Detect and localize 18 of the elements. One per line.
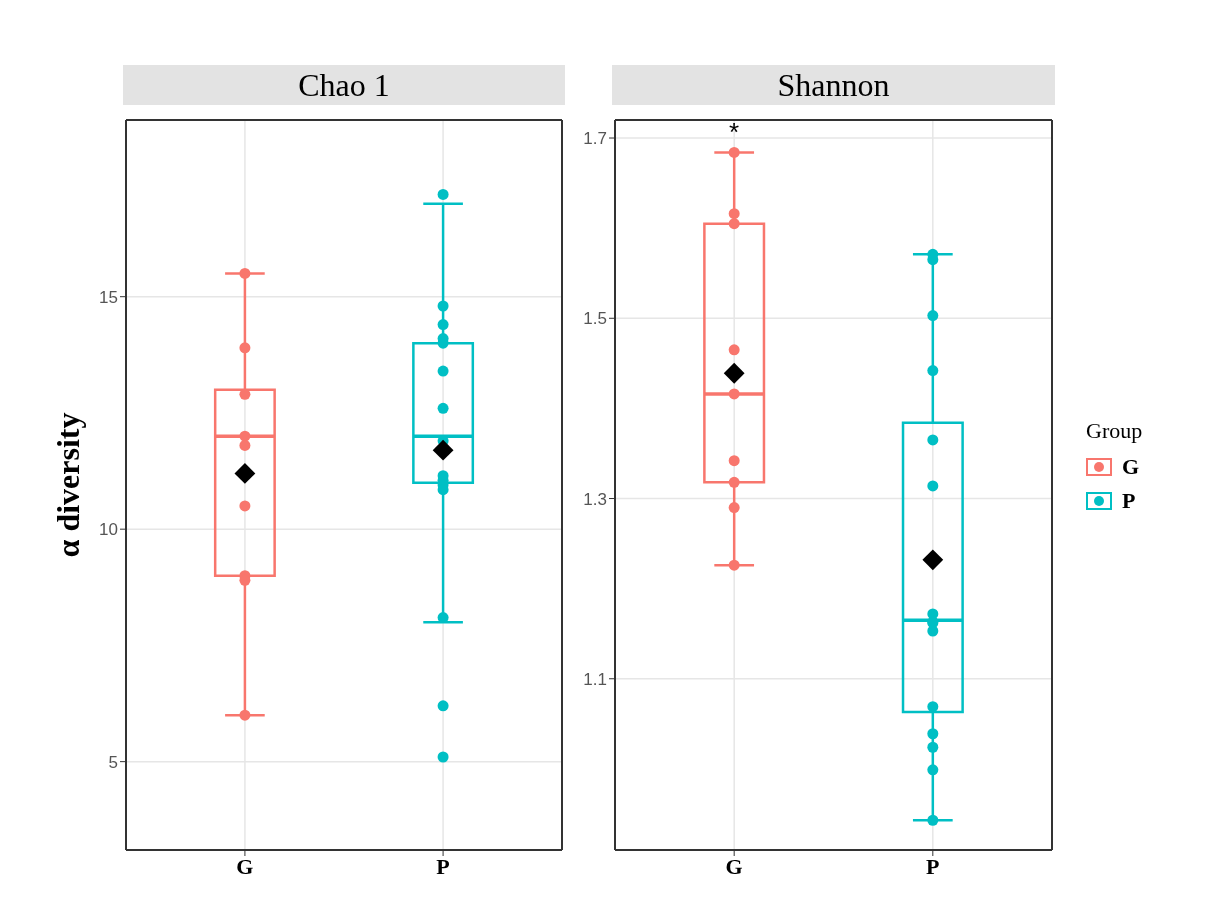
y-tick-label: 1.7 [583,129,607,149]
y-tick-label: 5 [108,752,118,772]
annotation: * [728,117,741,148]
y-axis-title: α diversity [50,412,87,558]
x-tick-label: P [436,853,450,879]
x-tick-label: G [725,853,743,879]
legend-title: Group [1086,418,1143,444]
legend-label: P [1122,488,1136,514]
y-tick-label: 10 [99,520,118,540]
chart-title: Shannon [777,66,890,104]
legend-label: G [1122,454,1140,480]
x-tick-label: G [236,853,254,879]
y-tick-label: 1.1 [583,669,607,689]
chart-title: Chao 1 [298,66,390,104]
y-tick-label: 1.3 [583,489,607,509]
y-tick-label: 15 [99,287,118,307]
y-tick-label: 1.5 [583,309,607,329]
x-tick-label: P [926,853,940,879]
